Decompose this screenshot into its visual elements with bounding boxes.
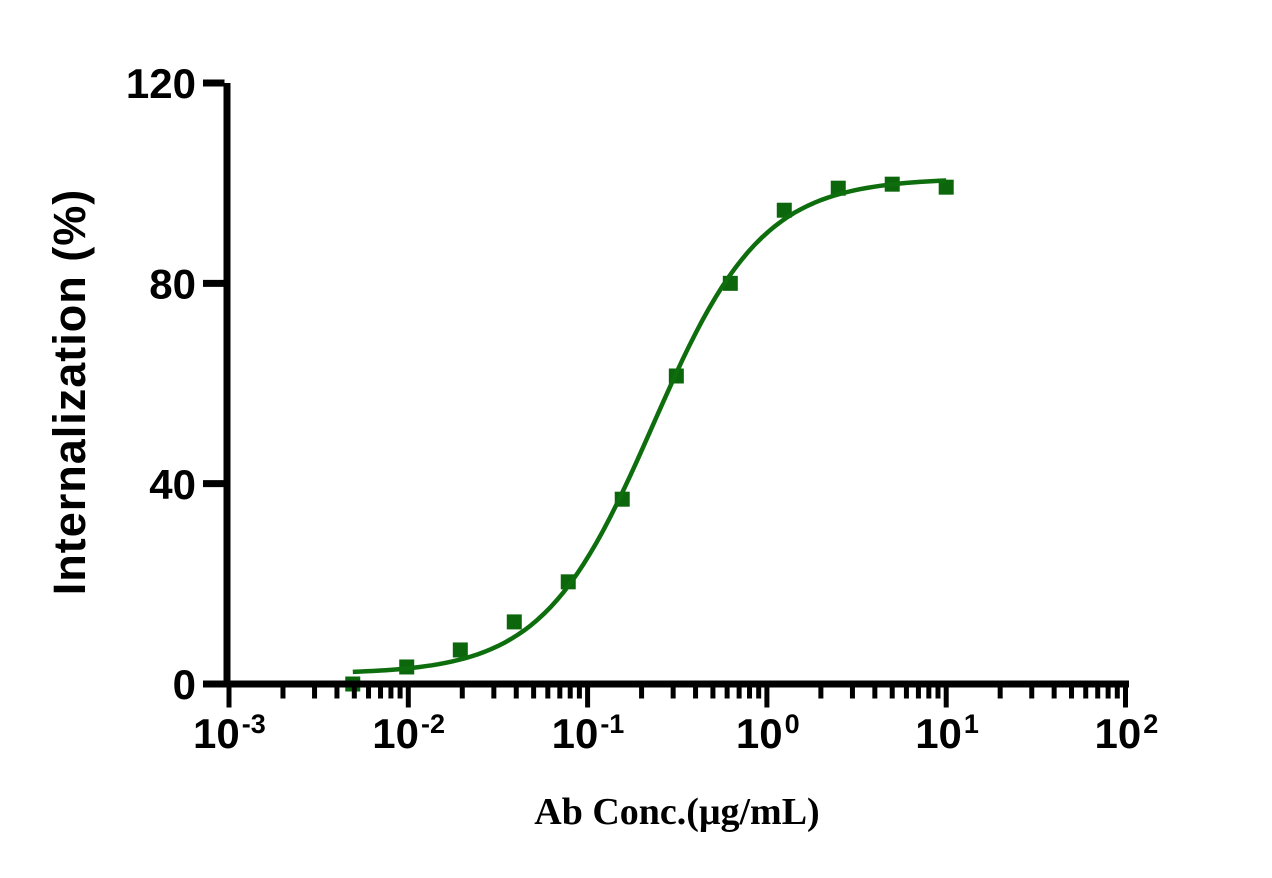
y-tick-label: 80 [149, 260, 196, 307]
x-axis-title: Ab Conc.(μg/mL) [534, 791, 820, 833]
data-point [776, 202, 792, 218]
y-axis-title: Internalization (%) [44, 188, 95, 596]
y-tick-label: 0 [173, 661, 196, 708]
x-tick-label: 100 [736, 709, 800, 757]
fit-curve [352, 178, 947, 675]
x-tick-label: 10-1 [552, 709, 625, 757]
x-tick-label: 101 [915, 709, 979, 757]
x-tick-label: 10-3 [193, 709, 266, 757]
data-point [506, 614, 522, 630]
x-tick-label: 10-2 [372, 709, 445, 757]
y-tick-label: 120 [126, 60, 196, 107]
x-tick-label: 102 [1095, 709, 1159, 757]
data-point [452, 642, 468, 658]
data-point [938, 179, 954, 195]
y-tick-label: 40 [149, 461, 196, 508]
